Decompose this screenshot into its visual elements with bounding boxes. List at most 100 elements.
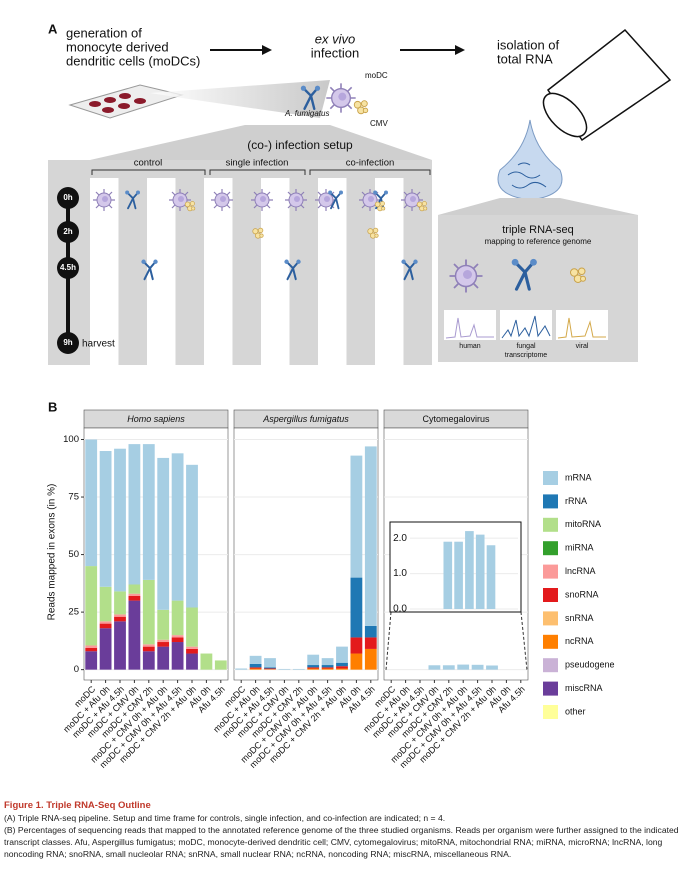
y-tick-label: 75 (68, 492, 79, 503)
step-label: total RNA (497, 51, 553, 66)
bar-segment (128, 593, 141, 596)
y-axis-label: Reads mapped in exons (in %) (47, 484, 58, 621)
legend-swatch (543, 658, 558, 673)
y-tick-label: 0 (74, 664, 79, 675)
panel-label: A (48, 21, 58, 36)
cell-icon (284, 188, 308, 212)
legend-label: miscRNA (565, 683, 603, 693)
legend-swatch (543, 541, 558, 556)
bar-segment (321, 667, 334, 669)
inset-y-tick-label: 1.0 (393, 568, 407, 579)
bar-segment (200, 653, 213, 670)
bar-segment (321, 668, 334, 670)
bar-segment (321, 665, 334, 668)
bar-segment (264, 658, 276, 668)
inset-y-tick-label: 2.0 (393, 533, 407, 544)
bar-segment (457, 664, 470, 670)
bar-segment (171, 637, 184, 643)
bar-segment (99, 586, 112, 622)
time-dot (57, 187, 79, 209)
bar-segment (364, 648, 377, 670)
panel-label: B (48, 399, 57, 414)
legend-swatch (543, 681, 558, 696)
legend-label: ncRNA (565, 636, 594, 646)
bar-segment (264, 668, 276, 670)
cell-icon (325, 82, 357, 114)
bar-segment (157, 609, 170, 640)
bar-segment (157, 646, 170, 670)
legend-label: other (565, 706, 586, 716)
bar-segment (142, 579, 155, 645)
bar-segment (157, 457, 170, 610)
virus-icon (353, 100, 369, 115)
bar-segment (99, 628, 112, 670)
bar-segment (142, 644, 155, 647)
cell-icon (314, 188, 338, 212)
time-label: 0h (63, 193, 72, 202)
legend-swatch (543, 705, 558, 719)
organism-label: human (459, 343, 481, 350)
facet-title: Homo sapiens (127, 414, 185, 424)
time-columns (90, 178, 432, 365)
time-label: 2h (63, 227, 72, 236)
time-dot (57, 332, 79, 354)
bar-segment (171, 600, 184, 636)
bar-segment (186, 648, 198, 654)
bar-segment (85, 439, 98, 567)
bar-segment (249, 655, 262, 664)
seq-title: triple RNA-seq (502, 224, 574, 236)
bar-segment (336, 666, 348, 669)
bar-segment (350, 637, 363, 654)
bar-segment (350, 455, 363, 578)
bar-segment (307, 667, 320, 669)
plate-wells (89, 93, 146, 113)
caption: Figure 1. Triple RNA-Seq Outline (A) Tri… (4, 800, 690, 860)
rna-drop (497, 119, 563, 201)
cell-label: moDC (365, 71, 388, 80)
step-label: dendritic cells (moDCs) (66, 53, 200, 68)
legend-swatch (543, 588, 558, 602)
bar-segment (128, 600, 141, 670)
legend-label: mitoRNA (565, 519, 601, 529)
bar-segment (142, 444, 155, 580)
y-tick-label: 50 (68, 549, 79, 560)
group-label: single infection (226, 158, 289, 169)
bar-segment (171, 635, 184, 638)
inset-y-tick-label: 0.0 (393, 604, 407, 615)
bar-segment (157, 642, 170, 647)
wedge (150, 80, 330, 118)
y-tick-label: 100 (63, 434, 79, 445)
harvest-label: harvest (82, 339, 115, 350)
legend-label: lncRNA (565, 566, 596, 576)
bar-segment (85, 647, 98, 652)
bar-segment (114, 448, 126, 592)
bar-segment (350, 577, 363, 638)
bar-segment (186, 607, 198, 647)
legend-swatch (543, 517, 558, 532)
time-column (204, 178, 233, 365)
legend-label: pseudogene (565, 660, 615, 670)
organism-label: viral (576, 343, 589, 350)
legend-label: rRNA (565, 496, 587, 506)
bar-segment (307, 654, 320, 666)
bar-segment (128, 596, 141, 601)
group-label: co-infection (346, 158, 395, 169)
cell-icon (210, 188, 234, 212)
bar-segment (336, 662, 348, 667)
bar-segment (336, 668, 348, 670)
step-label: ex vivo (315, 31, 355, 46)
bar-segment (142, 651, 155, 670)
bar-segment (454, 541, 463, 609)
bar-segment (171, 453, 184, 601)
time-dot (57, 257, 79, 279)
time-column (318, 178, 347, 365)
setup-header (90, 125, 432, 160)
legend-label: miRNA (565, 543, 594, 553)
bar-segment (428, 665, 441, 670)
bar-segment (99, 623, 112, 629)
time-label: 9h (63, 338, 72, 347)
read-profiles (444, 310, 608, 340)
bar-segment (471, 664, 484, 670)
